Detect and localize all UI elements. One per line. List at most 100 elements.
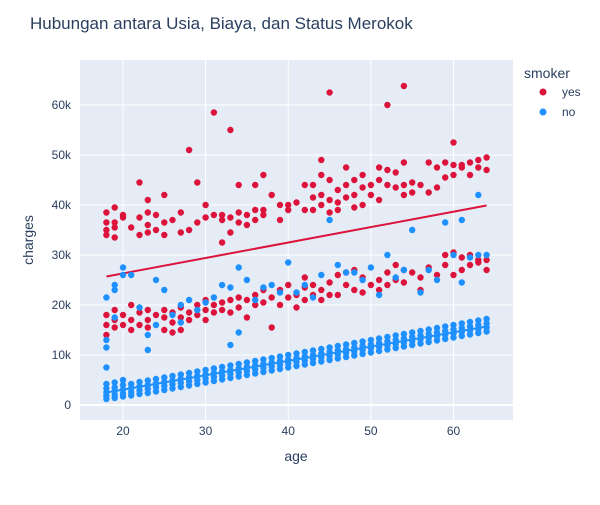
data-point <box>483 166 490 174</box>
data-point <box>119 264 127 271</box>
data-point <box>359 201 366 209</box>
data-point <box>185 226 193 234</box>
legend-item-no[interactable]: no <box>539 105 576 119</box>
data-point <box>433 324 441 332</box>
data-point <box>318 156 325 164</box>
data-point <box>450 161 457 169</box>
data-point <box>103 226 110 234</box>
data-point <box>442 174 449 181</box>
y-tick-label: 60k <box>52 98 72 112</box>
data-point <box>103 311 110 319</box>
data-point <box>210 369 218 377</box>
data-point <box>252 362 259 369</box>
data-point <box>293 199 300 206</box>
data-point <box>227 362 234 369</box>
data-point <box>293 289 300 296</box>
data-point <box>202 306 209 314</box>
data-point <box>144 306 151 314</box>
data-point <box>119 211 127 219</box>
data-point <box>136 309 143 316</box>
data-point <box>466 323 474 330</box>
data-point <box>334 261 341 269</box>
data-point <box>235 365 242 372</box>
data-point <box>227 341 234 349</box>
legend-marker <box>539 108 547 116</box>
data-point <box>161 306 168 314</box>
data-point <box>367 281 375 289</box>
data-point <box>359 338 366 345</box>
data-point <box>475 156 482 164</box>
data-point <box>276 289 284 296</box>
data-point <box>334 186 341 194</box>
data-point <box>210 309 218 316</box>
data-point <box>119 376 127 384</box>
data-point <box>409 329 416 336</box>
data-point <box>111 314 118 321</box>
data-point <box>243 359 251 366</box>
data-point <box>128 224 135 231</box>
data-point <box>103 294 110 301</box>
data-point <box>367 341 375 348</box>
data-point <box>375 339 383 347</box>
data-point <box>293 304 300 311</box>
data-point <box>326 176 333 184</box>
data-point <box>409 179 416 186</box>
data-point <box>227 126 234 134</box>
data-point <box>169 319 176 326</box>
data-point <box>218 216 226 224</box>
data-points <box>103 82 490 403</box>
x-tick-label: 50 <box>364 424 378 438</box>
data-point <box>268 191 275 199</box>
data-point <box>136 231 143 239</box>
data-point <box>218 306 226 314</box>
data-point <box>144 229 151 236</box>
data-point <box>111 224 118 231</box>
data-point <box>235 329 242 336</box>
data-point <box>384 101 391 109</box>
data-point <box>260 211 267 219</box>
data-point <box>351 191 358 199</box>
data-point <box>185 316 193 324</box>
data-point <box>227 214 234 221</box>
data-point <box>359 184 366 191</box>
data-point <box>202 371 209 378</box>
data-point <box>194 311 201 319</box>
data-point <box>243 363 251 371</box>
data-point <box>483 320 490 327</box>
chart-title: Hubungan antara Usia, Biaya, dan Status … <box>30 14 413 33</box>
data-point <box>202 316 209 324</box>
data-point <box>152 380 160 387</box>
data-point <box>375 286 383 294</box>
legend-items: yes no <box>539 85 581 119</box>
data-point <box>475 321 482 329</box>
data-point <box>309 194 317 201</box>
data-point <box>425 266 432 274</box>
data-point <box>326 344 333 351</box>
data-point <box>384 166 391 174</box>
data-point <box>144 316 151 324</box>
data-point <box>111 379 118 386</box>
data-point <box>276 357 284 365</box>
legend: smoker yes no <box>524 65 581 119</box>
data-point <box>293 350 300 357</box>
data-point <box>301 181 308 189</box>
data-point <box>252 301 259 309</box>
data-point <box>342 281 350 289</box>
data-point <box>235 264 242 271</box>
data-point <box>367 336 375 344</box>
data-point <box>392 184 399 191</box>
data-point <box>227 366 234 374</box>
data-point <box>276 301 284 309</box>
data-point <box>458 164 465 171</box>
data-point <box>218 281 226 289</box>
data-point <box>342 341 350 348</box>
data-point <box>243 296 251 304</box>
data-point <box>334 206 341 214</box>
data-point <box>400 266 408 274</box>
data-point <box>285 351 292 359</box>
data-point <box>136 383 143 390</box>
data-point <box>400 279 408 286</box>
legend-item-yes[interactable]: yes <box>539 85 581 99</box>
data-point <box>342 269 350 276</box>
data-point <box>177 209 184 216</box>
